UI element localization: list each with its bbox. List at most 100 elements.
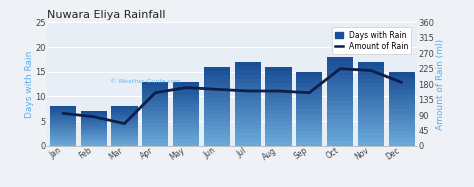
- Bar: [296, 72, 322, 76]
- Bar: [111, 138, 137, 140]
- Bar: [173, 130, 199, 133]
- Bar: [81, 118, 107, 120]
- Bar: [389, 98, 415, 101]
- Bar: [265, 91, 292, 94]
- Bar: [265, 122, 292, 126]
- Bar: [358, 96, 384, 100]
- Bar: [50, 138, 76, 140]
- Bar: [81, 141, 107, 142]
- Bar: [204, 122, 230, 126]
- Text: © Weather-Guide.com: © Weather-Guide.com: [110, 79, 181, 84]
- Bar: [81, 144, 107, 146]
- Bar: [50, 112, 76, 114]
- Bar: [327, 110, 353, 115]
- Bar: [204, 94, 230, 99]
- Bar: [50, 118, 76, 120]
- Bar: [81, 142, 107, 144]
- Bar: [389, 120, 415, 124]
- Bar: [389, 90, 415, 94]
- Bar: [81, 123, 107, 125]
- Bar: [358, 129, 384, 133]
- Bar: [204, 71, 230, 75]
- Bar: [265, 99, 292, 102]
- Bar: [358, 121, 384, 125]
- Bar: [81, 120, 107, 122]
- Bar: [111, 126, 137, 128]
- Bar: [204, 102, 230, 106]
- Bar: [265, 87, 292, 91]
- Bar: [389, 87, 415, 90]
- Bar: [235, 117, 261, 121]
- Bar: [50, 108, 76, 110]
- Bar: [173, 101, 199, 104]
- Bar: [327, 141, 353, 146]
- Bar: [81, 134, 107, 136]
- Bar: [204, 142, 230, 146]
- Bar: [204, 118, 230, 122]
- Bar: [142, 133, 168, 136]
- Bar: [111, 114, 137, 116]
- Bar: [204, 130, 230, 134]
- Bar: [235, 70, 261, 75]
- Bar: [389, 113, 415, 116]
- Bar: [296, 94, 322, 98]
- Bar: [296, 79, 322, 83]
- Bar: [204, 110, 230, 114]
- Bar: [358, 75, 384, 79]
- Y-axis label: Days with Rain: Days with Rain: [25, 50, 34, 118]
- Bar: [358, 117, 384, 121]
- Bar: [173, 111, 199, 114]
- Bar: [358, 62, 384, 66]
- Bar: [265, 118, 292, 122]
- Bar: [389, 76, 415, 79]
- Bar: [173, 91, 199, 94]
- Bar: [142, 98, 168, 101]
- Bar: [173, 143, 199, 146]
- Bar: [173, 123, 199, 127]
- Bar: [265, 106, 292, 110]
- Bar: [142, 104, 168, 107]
- Bar: [111, 144, 137, 146]
- Bar: [327, 119, 353, 124]
- Bar: [235, 108, 261, 112]
- Bar: [204, 83, 230, 87]
- Bar: [327, 75, 353, 79]
- Bar: [81, 136, 107, 137]
- Bar: [50, 136, 76, 138]
- Bar: [173, 82, 199, 85]
- Bar: [50, 122, 76, 124]
- Bar: [81, 130, 107, 132]
- Bar: [50, 140, 76, 142]
- Bar: [389, 105, 415, 109]
- Bar: [235, 133, 261, 137]
- Bar: [358, 137, 384, 142]
- Bar: [142, 120, 168, 123]
- Bar: [204, 79, 230, 83]
- Bar: [389, 131, 415, 135]
- Bar: [296, 135, 322, 138]
- Bar: [81, 132, 107, 134]
- Bar: [173, 117, 199, 120]
- Bar: [235, 100, 261, 104]
- Bar: [173, 140, 199, 143]
- Bar: [235, 125, 261, 129]
- Legend: Days with Rain, Amount of Rain: Days with Rain, Amount of Rain: [332, 27, 411, 54]
- Bar: [204, 87, 230, 91]
- Bar: [327, 106, 353, 110]
- Bar: [142, 82, 168, 85]
- Bar: [50, 142, 76, 144]
- Bar: [327, 79, 353, 84]
- Bar: [265, 102, 292, 106]
- Bar: [296, 113, 322, 116]
- Bar: [296, 105, 322, 109]
- Bar: [296, 83, 322, 87]
- Bar: [142, 140, 168, 143]
- Bar: [235, 75, 261, 79]
- Bar: [389, 135, 415, 138]
- Bar: [142, 123, 168, 127]
- Bar: [173, 127, 199, 130]
- Bar: [111, 106, 137, 108]
- Bar: [81, 127, 107, 129]
- Bar: [296, 109, 322, 113]
- Bar: [50, 116, 76, 118]
